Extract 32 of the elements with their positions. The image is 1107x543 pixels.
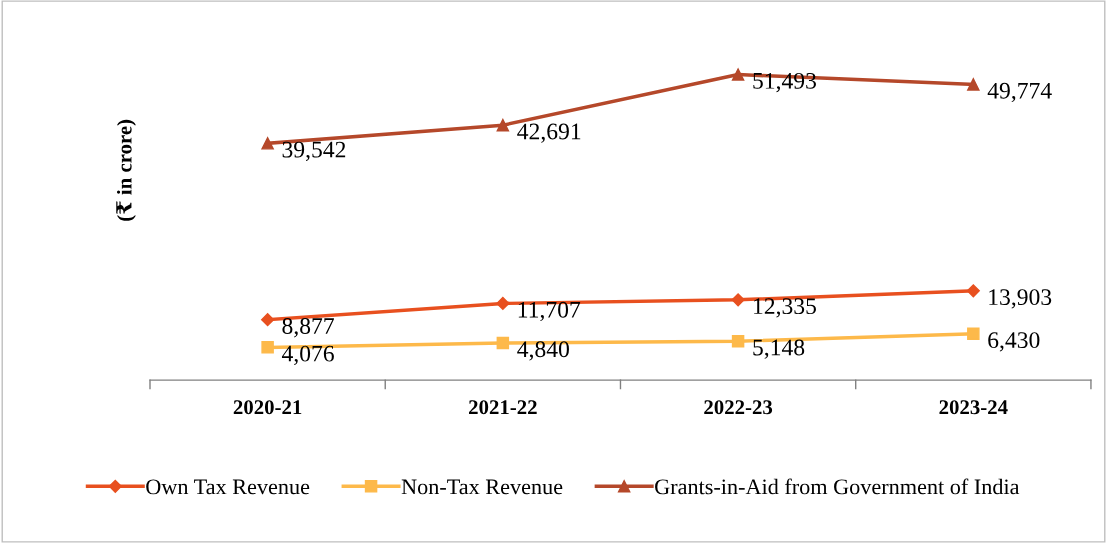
data-label: 13,903	[989, 289, 1052, 309]
x-tick-label: 2020-21	[233, 400, 302, 415]
point	[496, 336, 510, 350]
data-label: 11,707	[518, 301, 581, 322]
data-label: 39,542	[282, 141, 346, 161]
point	[496, 118, 510, 132]
point	[731, 68, 745, 81]
legend-label: Non-Tax Revenue	[401, 479, 563, 495]
data-label: 12,335	[754, 298, 816, 318]
point	[967, 327, 980, 341]
legend-label: Own Tax Revenue	[146, 479, 310, 495]
data-label: 49,774	[987, 82, 1052, 103]
point	[261, 313, 275, 327]
data-label: 4,840	[517, 341, 569, 361]
data-label: 6,430	[988, 332, 1040, 352]
point	[731, 334, 745, 348]
legend-label: Grants-in-Aid from Government of India	[655, 478, 1020, 495]
y-axis-title: (₹ in crore)	[116, 119, 136, 221]
data-label: 8,877	[282, 318, 334, 338]
data-label: 4,076	[281, 345, 334, 365]
data-label: 42,691	[517, 123, 581, 143]
point	[966, 284, 980, 298]
point	[261, 341, 274, 354]
point	[967, 78, 980, 91]
x-tick-label: 2021-22	[469, 400, 537, 415]
point	[496, 296, 510, 311]
data-label: 5,148	[753, 339, 805, 359]
x-tick-label: 2023-24	[939, 400, 1008, 415]
point	[261, 137, 274, 150]
x-tick-label: 2022-23	[704, 400, 773, 415]
data-label: 51,493	[753, 72, 816, 93]
point	[731, 293, 745, 307]
